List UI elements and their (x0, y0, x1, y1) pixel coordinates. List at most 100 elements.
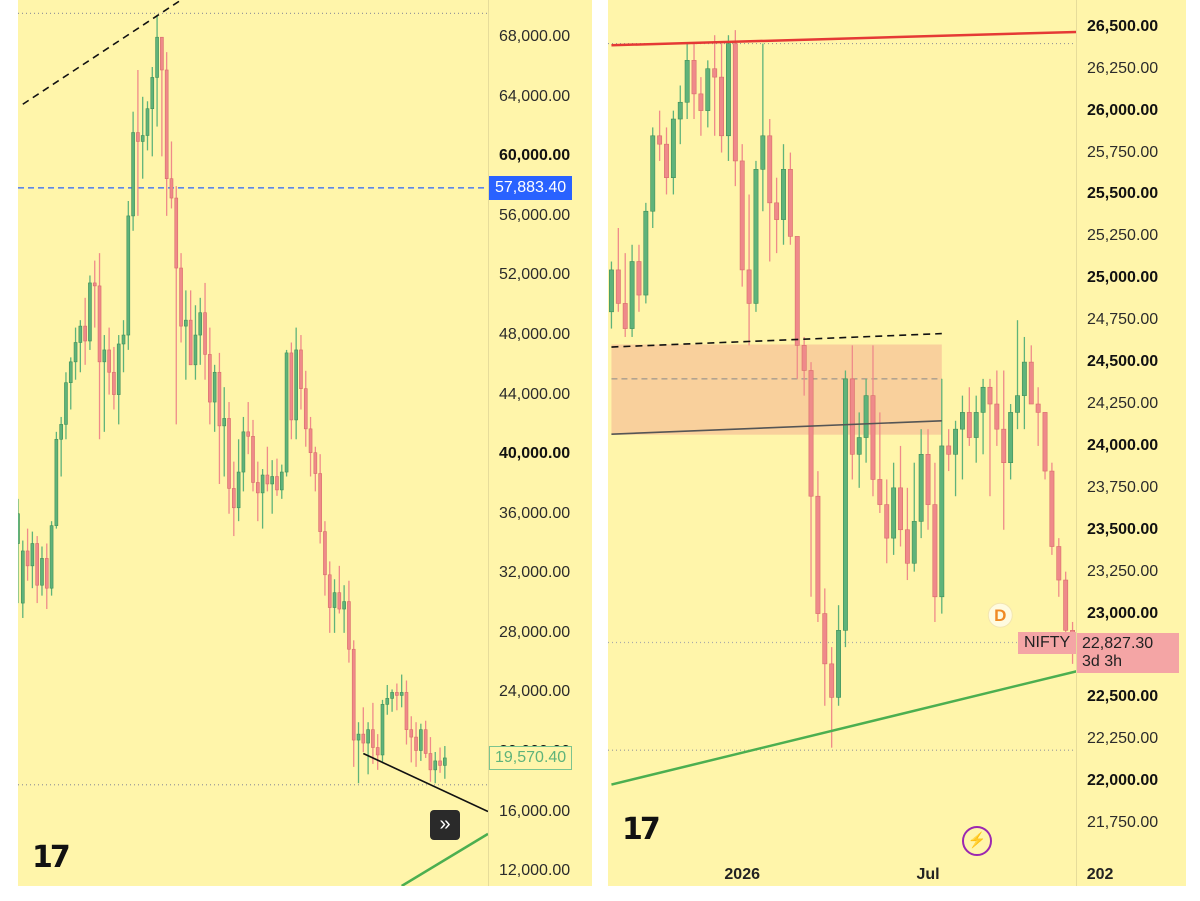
candle-body (270, 476, 274, 485)
candle-body (395, 692, 399, 696)
right-price-axis[interactable]: 26,500.00 26,250.00 26,000.00 25,750.00 25,5… (1076, 0, 1186, 886)
candle-body (423, 729, 428, 754)
time-axis[interactable]: 2026 Jul 202 (608, 860, 1113, 886)
price-axis-tick: 23,500.00 (1087, 520, 1159, 538)
price-axis-tick: 26,000.00 (1087, 101, 1159, 119)
candle-body (390, 692, 394, 699)
candle-body (375, 747, 380, 756)
candle-body (385, 698, 390, 705)
candle-body (232, 488, 236, 509)
price-axis-tick: 40,000.00 (499, 445, 571, 463)
candle-body (342, 601, 346, 610)
candle-body (433, 760, 438, 771)
dividend-marker-circle (987, 602, 1013, 628)
candle-body (801, 345, 807, 371)
candle-body (44, 558, 49, 589)
candle-body (657, 135, 663, 145)
right-price-chart[interactable]: D (608, 0, 1076, 860)
candle-body (1035, 403, 1041, 413)
candle-body (145, 108, 150, 136)
candle-body (193, 334, 198, 366)
price-axis-tick: 21,750.00 (1087, 814, 1159, 832)
scroll-to-realtime-button[interactable]: » (430, 810, 460, 840)
candle-body (284, 352, 289, 473)
candle-body (136, 132, 140, 142)
trend-line (401, 832, 488, 886)
candle-body (20, 550, 25, 604)
candle-body (208, 354, 212, 403)
candle-body (88, 282, 92, 342)
price-axis-tick: 25,000.00 (1087, 269, 1159, 287)
price-axis-tick: 22,250.00 (1087, 730, 1159, 748)
candle-body (265, 474, 270, 485)
left-price-chart[interactable] (18, 0, 488, 886)
candle-body (327, 574, 332, 608)
price-axis-tick: 24,000.00 (499, 683, 571, 701)
candle-body (332, 592, 337, 608)
candle-body (629, 261, 635, 329)
candle-body (49, 525, 54, 589)
candle-body (863, 395, 869, 438)
current-price-label: 19,570.40 (489, 746, 573, 771)
candle-body (443, 757, 447, 766)
candle-body (1056, 546, 1062, 581)
candle-body (414, 736, 418, 751)
candle-body (419, 729, 423, 751)
candle-body (140, 135, 145, 142)
candle-body (97, 285, 102, 363)
time-axis-tick: Jul (916, 866, 940, 883)
candle-body (313, 452, 318, 474)
candle-body (719, 76, 724, 137)
price-axis-tick: 23,000.00 (1087, 604, 1159, 622)
support-zone (611, 344, 942, 435)
lightning-icon: ⚡ (967, 832, 987, 849)
candle-body (236, 471, 241, 509)
candle-body (1021, 361, 1027, 396)
candle-body (308, 428, 313, 453)
candle-body (356, 733, 361, 741)
flash-button[interactable]: ⚡ (962, 826, 992, 856)
candle-body (677, 101, 683, 120)
candle-body (932, 504, 938, 598)
price-axis-tick: 26,250.00 (1087, 59, 1159, 77)
candle-body (351, 648, 356, 741)
right-chart-panel[interactable]: D 26,500.00 26,250.00 26,000.00 25,750.00 25… (608, 0, 1186, 886)
candle-body (241, 431, 246, 473)
candle-body (636, 261, 642, 296)
candle-body (1042, 412, 1048, 472)
left-chart-panel[interactable]: 68,000.00 64,000.00 60,000.00 56,000.00 52,0… (18, 0, 592, 886)
trend-line (611, 419, 942, 435)
left-price-axis[interactable]: 68,000.00 64,000.00 60,000.00 56,000.00 52,0… (488, 0, 592, 886)
candle-body (994, 403, 1000, 430)
candle-body (787, 169, 793, 237)
candle-body (891, 487, 897, 539)
price-axis-tick: 22,000.00 (1087, 772, 1159, 790)
candle-body (939, 445, 945, 598)
candle-body (746, 269, 752, 304)
candle-body (107, 349, 111, 373)
candle-body (404, 692, 409, 730)
candle-body (73, 342, 78, 363)
candle-body (609, 269, 614, 313)
candle-body (843, 378, 848, 631)
candle-body (68, 361, 73, 383)
candle-body (884, 504, 890, 539)
candle-body (428, 753, 433, 771)
candle-body (1015, 395, 1020, 413)
candle-body (40, 558, 44, 586)
candle-body (808, 370, 814, 497)
candle-body (774, 202, 780, 220)
candle-body (664, 143, 669, 178)
candle-body (849, 378, 855, 455)
candle-body (953, 428, 958, 455)
candle-body (1063, 579, 1069, 631)
candle-body (822, 613, 828, 665)
candle-body (64, 382, 68, 425)
candle-body (987, 386, 993, 405)
candle-body (121, 334, 126, 345)
candle-body (753, 169, 759, 304)
candle-body (726, 43, 731, 137)
tradingview-logo: 17 (32, 840, 71, 875)
candle-body (973, 412, 979, 438)
candle-body (155, 36, 159, 78)
